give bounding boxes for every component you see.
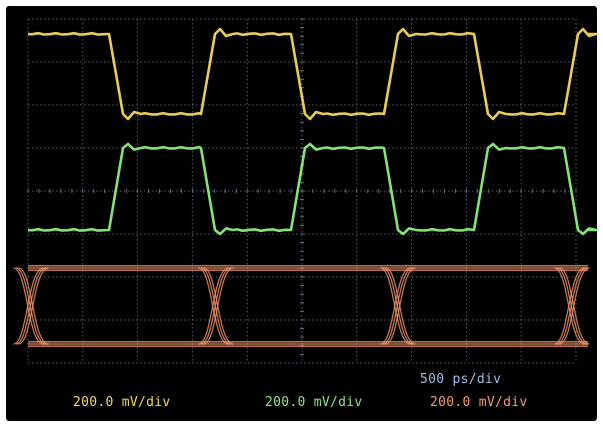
ch2-scale-readout: 200.0 mV/div xyxy=(265,395,363,410)
ch3-rising-edge xyxy=(382,267,414,345)
ch3-rising-edge xyxy=(203,267,234,345)
ch3-scale-readout: 200.0 mV/div xyxy=(430,395,528,410)
ch2-trace xyxy=(27,142,597,236)
ch3-rising-edge xyxy=(18,267,49,345)
ch3-rising-edge xyxy=(559,267,590,345)
ch3-falling-edge xyxy=(18,267,49,345)
waveform-display xyxy=(13,18,597,364)
ch3-falling-edge xyxy=(559,267,590,345)
ch3-rising-edge xyxy=(200,267,232,345)
ch3-rising-edge xyxy=(198,267,229,345)
ch3-falling-edge xyxy=(382,267,414,345)
timebase-readout: 500 ps/div xyxy=(420,372,502,387)
ch3-falling-edge xyxy=(556,267,588,345)
ch3-falling-edge xyxy=(203,267,234,345)
ch3-falling-edge xyxy=(200,267,232,345)
ch3-rising-edge xyxy=(554,267,585,345)
graticule-grid xyxy=(27,18,577,364)
waveform-traces xyxy=(13,27,597,347)
ch3-falling-edge xyxy=(15,267,47,345)
ch1-trace xyxy=(27,27,597,121)
oscilloscope-screen: 500 ps/div 200.0 mV/div 200.0 mV/div 200… xyxy=(6,6,597,421)
ch3-rising-edge xyxy=(15,267,47,345)
ch3-rising-edge xyxy=(380,267,411,345)
ch3-rising-edge xyxy=(385,267,416,345)
ch3-rising-edge xyxy=(13,267,44,345)
ch3-rising-edge xyxy=(556,267,588,345)
ch3-falling-edge xyxy=(385,267,416,345)
ch1-scale-readout: 200.0 mV/div xyxy=(73,395,171,410)
